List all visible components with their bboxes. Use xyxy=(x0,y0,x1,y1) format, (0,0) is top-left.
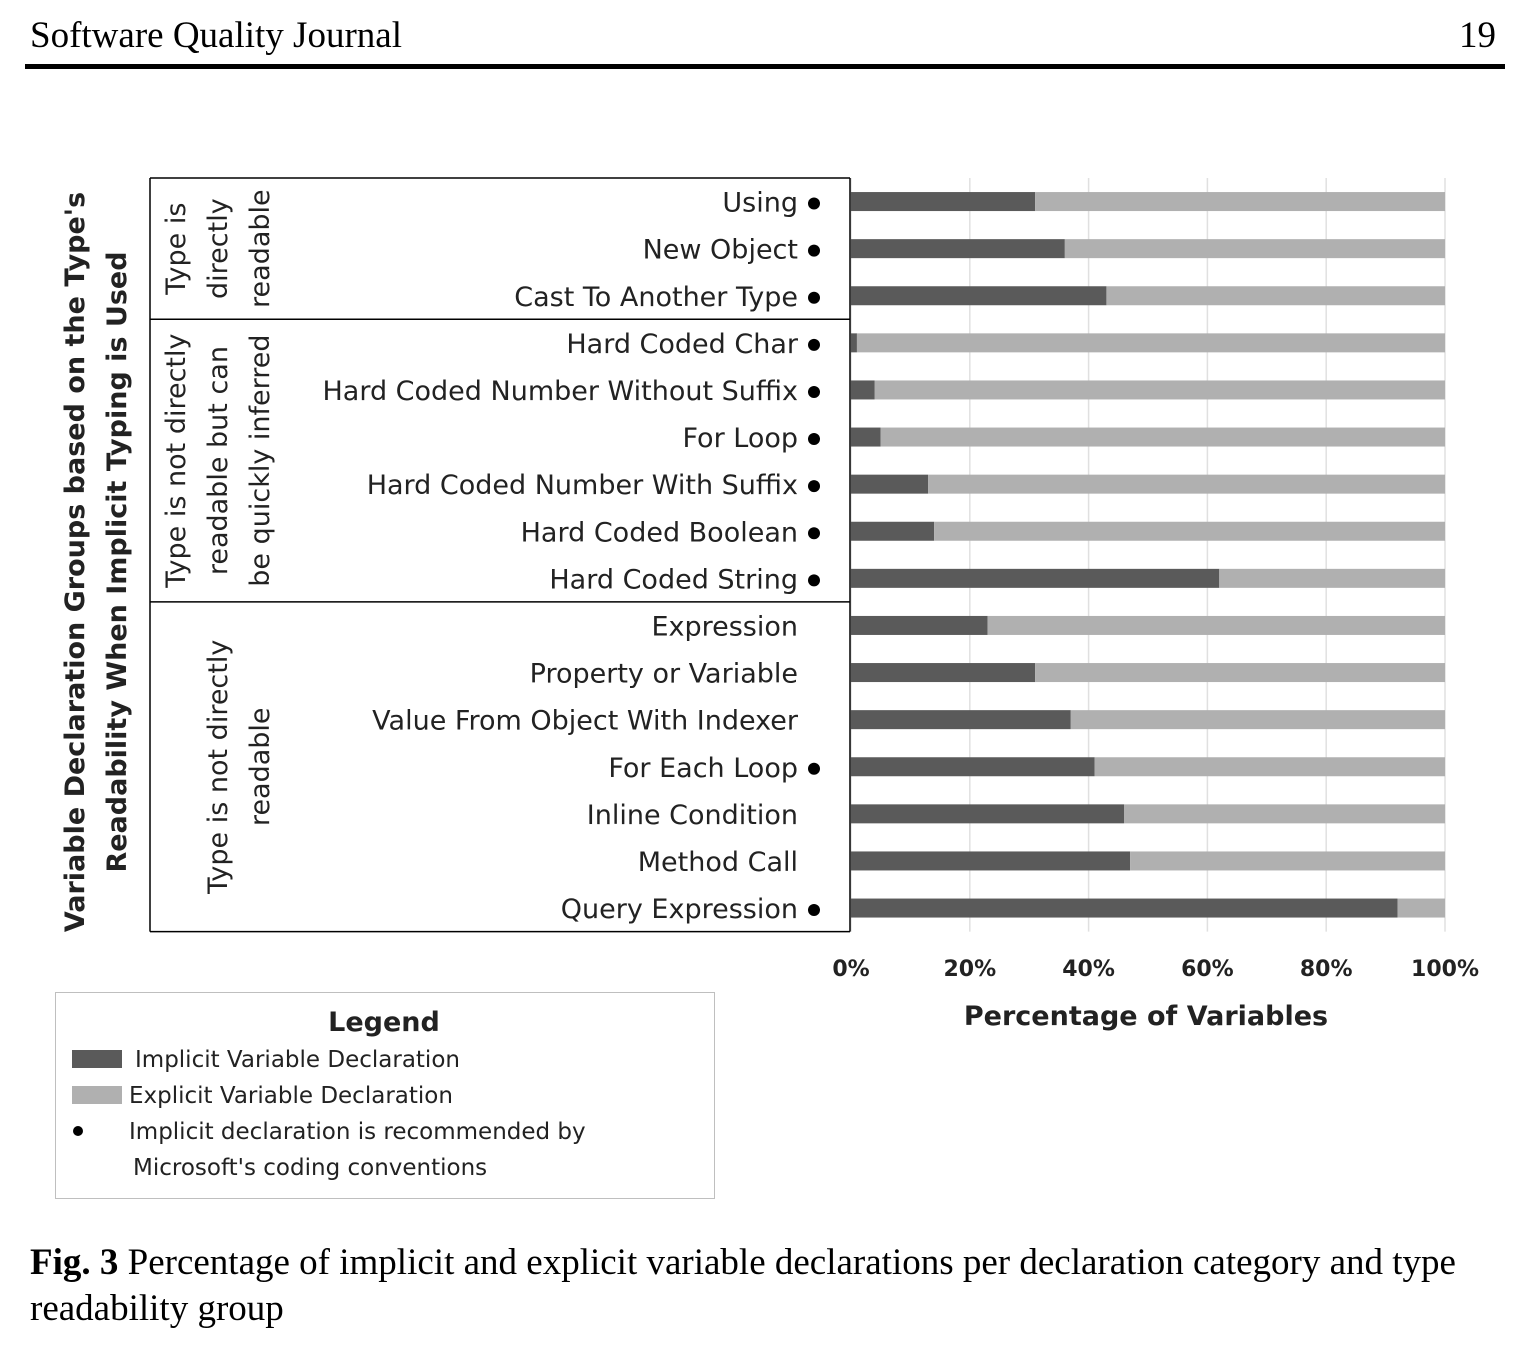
recommended-dot-icon xyxy=(808,904,820,917)
page-number: 19 xyxy=(1459,15,1496,56)
bar-implicit xyxy=(851,521,935,541)
bar-explicit xyxy=(934,521,1445,541)
x-tick-label: 20% xyxy=(943,957,996,982)
group-label: readable xyxy=(245,189,276,308)
bar-explicit xyxy=(1219,568,1445,588)
bar-implicit xyxy=(851,710,1071,730)
bar-explicit xyxy=(1397,898,1445,918)
y-axis-title: Readability When Implicit Typing is Used xyxy=(102,251,133,872)
bar-explicit xyxy=(1035,192,1445,212)
category-label: Hard Coded String xyxy=(549,564,798,595)
group-label: Type is not directly xyxy=(161,333,192,588)
bar-explicit xyxy=(880,427,1445,447)
legend-title: Legend xyxy=(328,1007,440,1038)
recommended-dot-icon xyxy=(808,527,820,540)
bar-implicit xyxy=(851,192,1036,212)
bar-explicit xyxy=(1070,710,1445,730)
bar-implicit xyxy=(851,380,875,400)
bar-implicit xyxy=(851,663,1036,683)
figure-caption: Fig. 3 Percentage of implicit and explic… xyxy=(30,1240,1500,1332)
bar-implicit xyxy=(851,615,988,635)
bar-implicit xyxy=(851,239,1065,259)
group-label: readable xyxy=(245,707,276,826)
bar-explicit xyxy=(1130,851,1445,871)
bar-implicit xyxy=(851,427,881,447)
group-label: be quickly inferred xyxy=(245,334,276,586)
legend-item-label: Explicit Variable Declaration xyxy=(129,1083,453,1109)
bar-implicit xyxy=(851,757,1095,777)
category-label: Property or Variable xyxy=(530,659,798,690)
category-label: Inline Condition xyxy=(587,800,798,831)
group-label: Type is xyxy=(161,203,192,296)
recommended-dot-icon xyxy=(808,433,820,446)
recommended-dot-icon xyxy=(808,244,820,257)
bar-explicit xyxy=(856,333,1445,353)
category-label: Cast To Another Type xyxy=(514,282,798,313)
header-rule xyxy=(25,64,1505,69)
bar-explicit xyxy=(1094,757,1445,777)
group-label: readable but can xyxy=(203,346,234,575)
category-label: For Each Loop xyxy=(608,753,798,784)
group-label: Type is not directly xyxy=(203,640,234,895)
legend-item-label: Implicit Variable Declaration xyxy=(135,1047,460,1073)
category-label: Hard Coded Number With Suffix xyxy=(367,470,798,501)
category-label: For Loop xyxy=(682,423,798,454)
x-tick-label: 60% xyxy=(1181,957,1234,982)
x-tick-label: 100% xyxy=(1411,957,1479,982)
recommended-dot-icon xyxy=(808,291,820,304)
bar-implicit xyxy=(851,568,1220,588)
running-head: Software Quality Journal xyxy=(30,15,402,56)
category-label: Method Call xyxy=(638,847,798,878)
recommended-dot-icon xyxy=(808,338,820,351)
caption-label: Fig. 3 xyxy=(30,1242,119,1283)
bar-explicit xyxy=(874,380,1445,400)
bar-explicit xyxy=(1124,804,1445,824)
y-axis-title: Variable Declaration Groups based on the… xyxy=(60,192,91,932)
bar-implicit xyxy=(851,898,1398,918)
bar-implicit xyxy=(851,286,1107,306)
legend-item-label: Microsoft's coding conventions xyxy=(133,1155,487,1181)
bar-implicit xyxy=(851,804,1125,824)
category-label: Using xyxy=(722,188,798,219)
legend-swatch-explicit xyxy=(72,1086,122,1104)
category-label: Expression xyxy=(651,611,798,642)
bar-explicit xyxy=(1064,239,1445,259)
x-tick-label: 0% xyxy=(832,957,869,982)
bar-explicit xyxy=(928,474,1445,494)
category-label: Value From Object With Indexer xyxy=(372,706,799,737)
category-label: Hard Coded Boolean xyxy=(521,517,798,548)
bar-explicit xyxy=(1035,663,1445,683)
legend-item-label: Implicit declaration is recommended by xyxy=(129,1119,586,1145)
recommended-dot-icon xyxy=(808,385,820,398)
x-axis-title: Percentage of Variables xyxy=(964,1001,1328,1032)
category-label: Hard Coded Number Without Suffix xyxy=(322,376,798,407)
category-label: Hard Coded Char xyxy=(566,329,799,360)
legend-box xyxy=(55,992,715,1199)
group-label: directly xyxy=(203,198,234,299)
x-tick-label: 40% xyxy=(1062,957,1115,982)
category-label: New Object xyxy=(643,235,798,266)
x-tick-label: 80% xyxy=(1300,957,1353,982)
bar-implicit xyxy=(851,474,929,494)
legend-dot-icon xyxy=(73,1126,83,1136)
bar-explicit xyxy=(1106,286,1445,306)
bar-implicit xyxy=(851,333,857,353)
recommended-dot-icon xyxy=(808,197,820,210)
legend-swatch-implicit xyxy=(72,1050,122,1068)
bar-explicit xyxy=(987,615,1445,635)
recommended-dot-icon xyxy=(808,480,820,493)
bar-implicit xyxy=(851,851,1131,871)
recommended-dot-icon xyxy=(808,574,820,587)
recommended-dot-icon xyxy=(808,762,820,775)
caption-text: Percentage of implicit and explicit vari… xyxy=(30,1242,1456,1329)
category-label: Query Expression xyxy=(561,894,798,925)
